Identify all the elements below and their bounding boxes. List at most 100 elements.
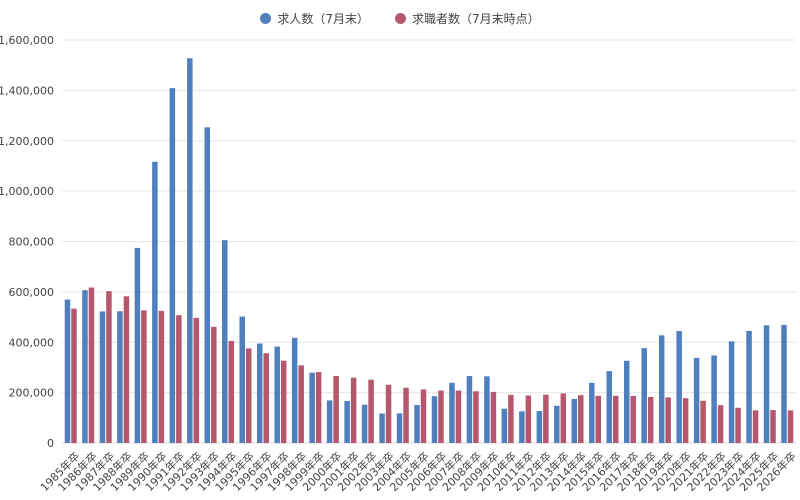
- bar-job-seekers[interactable]: [280, 360, 287, 443]
- x-axis: 1985年卒1986年卒1987年卒1988年卒1989年卒1990年卒1991…: [37, 449, 799, 494]
- bar-job-seekers[interactable]: [263, 353, 269, 443]
- bar-job-openings[interactable]: [64, 299, 71, 443]
- bar-job-openings[interactable]: [484, 376, 490, 443]
- bar-job-seekers[interactable]: [315, 372, 322, 443]
- bar-job-seekers[interactable]: [578, 395, 584, 443]
- bar-job-openings[interactable]: [658, 335, 665, 443]
- bar-job-openings[interactable]: [781, 324, 787, 443]
- bar-job-seekers[interactable]: [595, 395, 602, 443]
- y-tick-label: 200,000: [9, 387, 55, 400]
- legend-label-job-openings: 求人数（7月末）: [277, 11, 369, 26]
- bar-job-openings[interactable]: [204, 127, 211, 443]
- bar-job-openings[interactable]: [309, 372, 315, 443]
- bar-job-seekers[interactable]: [438, 390, 444, 443]
- bar-job-openings[interactable]: [431, 396, 438, 443]
- bar-job-openings[interactable]: [728, 341, 735, 443]
- bar-job-seekers[interactable]: [420, 389, 427, 443]
- y-tick-label: 600,000: [9, 286, 55, 299]
- bar-job-seekers[interactable]: [752, 410, 759, 443]
- bar-job-openings[interactable]: [554, 405, 560, 443]
- bar-job-openings[interactable]: [501, 408, 508, 443]
- bar-job-seekers[interactable]: [350, 377, 357, 443]
- bar-job-seekers[interactable]: [700, 400, 706, 443]
- bar-job-openings[interactable]: [379, 413, 385, 443]
- bar-job-seekers[interactable]: [455, 390, 462, 443]
- bar-job-seekers[interactable]: [228, 340, 235, 443]
- bar-job-openings[interactable]: [82, 290, 88, 443]
- bar-job-openings[interactable]: [361, 404, 368, 443]
- bar-job-openings[interactable]: [396, 413, 403, 443]
- bar-job-seekers[interactable]: [106, 291, 112, 443]
- bar-job-seekers[interactable]: [176, 315, 182, 443]
- y-tick-label: 1,000,000: [0, 185, 54, 198]
- bar-job-seekers[interactable]: [403, 387, 409, 443]
- bar-job-seekers[interactable]: [193, 317, 200, 443]
- y-axis: 0 200,000 400,000 600,000 800,000 1,000,000 1,…: [0, 34, 54, 450]
- bar-job-openings[interactable]: [291, 337, 298, 443]
- bar-job-openings[interactable]: [606, 371, 613, 443]
- legend-item-job-seekers[interactable]: 求職者数（7月末時点）: [395, 10, 540, 27]
- bar-job-seekers[interactable]: [490, 391, 497, 443]
- bar-job-seekers[interactable]: [141, 310, 147, 443]
- bar-job-seekers[interactable]: [647, 396, 654, 443]
- bar-job-openings[interactable]: [641, 348, 647, 443]
- bar-job-seekers[interactable]: [123, 296, 130, 443]
- bar-job-seekers[interactable]: [508, 394, 514, 443]
- bar-job-openings[interactable]: [763, 325, 770, 443]
- bar-job-seekers[interactable]: [665, 397, 671, 443]
- bar-job-openings[interactable]: [449, 382, 455, 443]
- bar-job-seekers[interactable]: [770, 410, 776, 443]
- y-tick-label: 1,400,000: [0, 84, 54, 97]
- bar-job-seekers[interactable]: [525, 395, 532, 443]
- bar-job-openings[interactable]: [169, 88, 176, 443]
- y-tick-label: 0: [47, 437, 54, 450]
- bar-job-openings[interactable]: [222, 240, 228, 443]
- bar-job-openings[interactable]: [746, 330, 752, 443]
- bar-job-openings[interactable]: [117, 311, 123, 443]
- bar-job-seekers[interactable]: [613, 395, 619, 443]
- bar-job-openings[interactable]: [134, 247, 141, 443]
- legend-item-job-openings[interactable]: 求人数（7月末）: [260, 10, 369, 27]
- bar-job-seekers[interactable]: [787, 410, 794, 443]
- bar-job-seekers[interactable]: [88, 287, 95, 443]
- bar-job-seekers[interactable]: [158, 310, 165, 443]
- bar-job-seekers[interactable]: [385, 384, 392, 443]
- y-tick-label: 400,000: [9, 336, 55, 349]
- bar-job-openings[interactable]: [344, 401, 350, 443]
- bar-job-openings[interactable]: [676, 331, 682, 443]
- bar-job-openings[interactable]: [519, 411, 525, 443]
- bar-job-seekers[interactable]: [630, 395, 636, 443]
- bar-job-seekers[interactable]: [368, 379, 374, 443]
- bar-job-seekers[interactable]: [211, 326, 217, 443]
- bar-job-openings[interactable]: [536, 411, 543, 443]
- bar-job-seekers[interactable]: [473, 391, 479, 443]
- bar-job-openings[interactable]: [414, 405, 420, 443]
- bars: [64, 58, 794, 443]
- bar-job-openings[interactable]: [187, 58, 193, 443]
- bar-job-seekers[interactable]: [298, 365, 304, 443]
- bar-job-openings[interactable]: [589, 382, 595, 443]
- bar-job-openings[interactable]: [239, 316, 246, 443]
- bar-job-seekers[interactable]: [246, 348, 252, 443]
- bar-job-openings[interactable]: [571, 398, 578, 443]
- bar-job-seekers[interactable]: [71, 308, 77, 443]
- bar-job-openings[interactable]: [99, 311, 106, 443]
- bar-job-seekers[interactable]: [560, 393, 567, 443]
- bar-job-openings[interactable]: [623, 360, 630, 443]
- bar-job-openings[interactable]: [274, 346, 280, 443]
- bar-job-openings[interactable]: [152, 161, 158, 443]
- bar-job-seekers[interactable]: [682, 398, 689, 443]
- bar-job-openings[interactable]: [466, 376, 473, 443]
- bar-job-seekers[interactable]: [735, 407, 741, 443]
- y-tick-label: 1,600,000: [0, 34, 54, 47]
- bar-job-openings[interactable]: [256, 343, 263, 443]
- y-tick-label: 1,200,000: [0, 135, 54, 148]
- bar-job-openings[interactable]: [326, 400, 333, 443]
- bar-job-seekers[interactable]: [333, 375, 339, 443]
- bar-job-seekers[interactable]: [717, 405, 724, 443]
- bar-job-openings[interactable]: [693, 357, 700, 443]
- bar-job-seekers[interactable]: [543, 394, 549, 443]
- bar-job-openings[interactable]: [711, 355, 717, 443]
- gridlines: [62, 39, 796, 444]
